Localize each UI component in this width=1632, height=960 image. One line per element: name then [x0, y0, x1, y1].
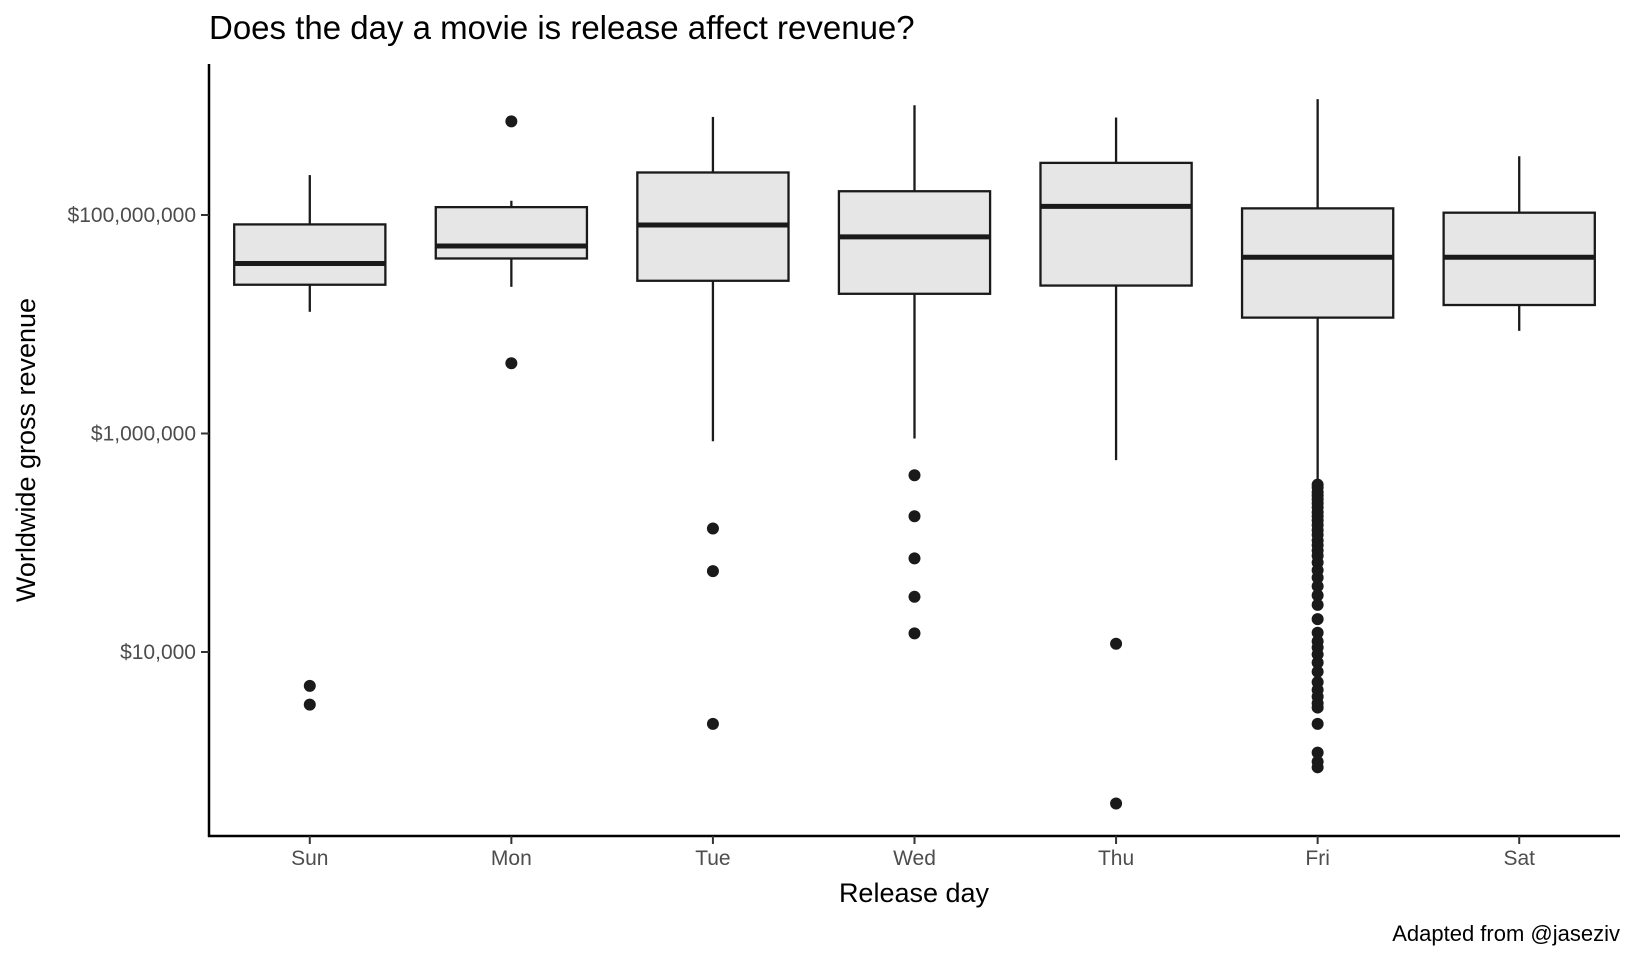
boxes-layer	[233, 99, 1596, 810]
outlier-point-fri	[1311, 626, 1324, 639]
outlier-point-thu	[1110, 637, 1123, 650]
x-tick-label-fri: Fri	[1305, 847, 1330, 870]
outlier-point-wed	[908, 627, 921, 640]
y-tick-label: $100,000,000	[68, 204, 196, 227]
y-axis-title: Worldwide gross revenue	[11, 298, 41, 602]
chart-title: Does the day a movie is release affect r…	[209, 9, 915, 46]
outlier-point-fri	[1311, 571, 1324, 584]
outlier-point-sun	[303, 698, 316, 711]
box-mon	[434, 205, 589, 260]
outlier-point-fri	[1311, 746, 1324, 759]
box-group-wed	[837, 105, 992, 640]
outlier-point-tue	[706, 717, 719, 730]
outlier-point-fri	[1311, 701, 1324, 714]
x-tick-label-mon: Mon	[491, 847, 532, 870]
box-group-mon	[434, 115, 589, 370]
y-tick-label: $1,000,000	[91, 423, 196, 446]
outlier-point-wed	[908, 590, 921, 603]
box-fri	[1240, 207, 1395, 319]
box-thu	[1039, 161, 1193, 287]
x-axis-title: Release day	[839, 878, 990, 908]
outlier-point-fri	[1311, 761, 1324, 774]
outlier-point-fri	[1311, 656, 1324, 669]
x-tick-label-wed: Wed	[893, 847, 936, 870]
outlier-point-mon	[505, 357, 518, 370]
x-tick-label-thu: Thu	[1098, 847, 1134, 870]
box-group-sun	[233, 175, 387, 711]
outlier-point-fri	[1311, 613, 1324, 626]
y-tick-label: $10,000	[120, 641, 196, 664]
outlier-point-tue	[706, 522, 719, 535]
box-group-tue	[636, 116, 790, 730]
outlier-point-sun	[303, 679, 316, 692]
x-tick-label-sat: Sat	[1503, 847, 1535, 870]
caption: Adapted from @jaseziv	[1392, 921, 1620, 946]
outlier-point-wed	[908, 552, 921, 565]
x-tick-label-tue: Tue	[695, 847, 730, 870]
x-ticks-layer: Sun Mon Tue Wed Thu Fri Sat	[291, 836, 1535, 870]
outlier-point-mon	[505, 115, 518, 128]
outlier-point-tue	[706, 565, 719, 578]
box-group-fri	[1240, 99, 1395, 774]
box-group-thu	[1039, 117, 1193, 810]
box-sun	[233, 223, 387, 286]
box-wed	[837, 190, 992, 295]
box-group-sat	[1442, 156, 1596, 331]
y-ticks-layer: $10,000 $1,000,000 $100,000,000	[68, 204, 209, 664]
outlier-point-fri	[1311, 598, 1324, 611]
outlier-point-fri	[1311, 665, 1324, 678]
outlier-point-fri	[1311, 717, 1324, 730]
x-tick-label-sun: Sun	[291, 847, 328, 870]
outlier-point-fri	[1311, 589, 1324, 602]
outlier-point-wed	[908, 510, 921, 523]
outlier-point-wed	[908, 469, 921, 482]
outlier-point-thu	[1110, 797, 1123, 810]
outlier-point-fri	[1311, 580, 1324, 593]
